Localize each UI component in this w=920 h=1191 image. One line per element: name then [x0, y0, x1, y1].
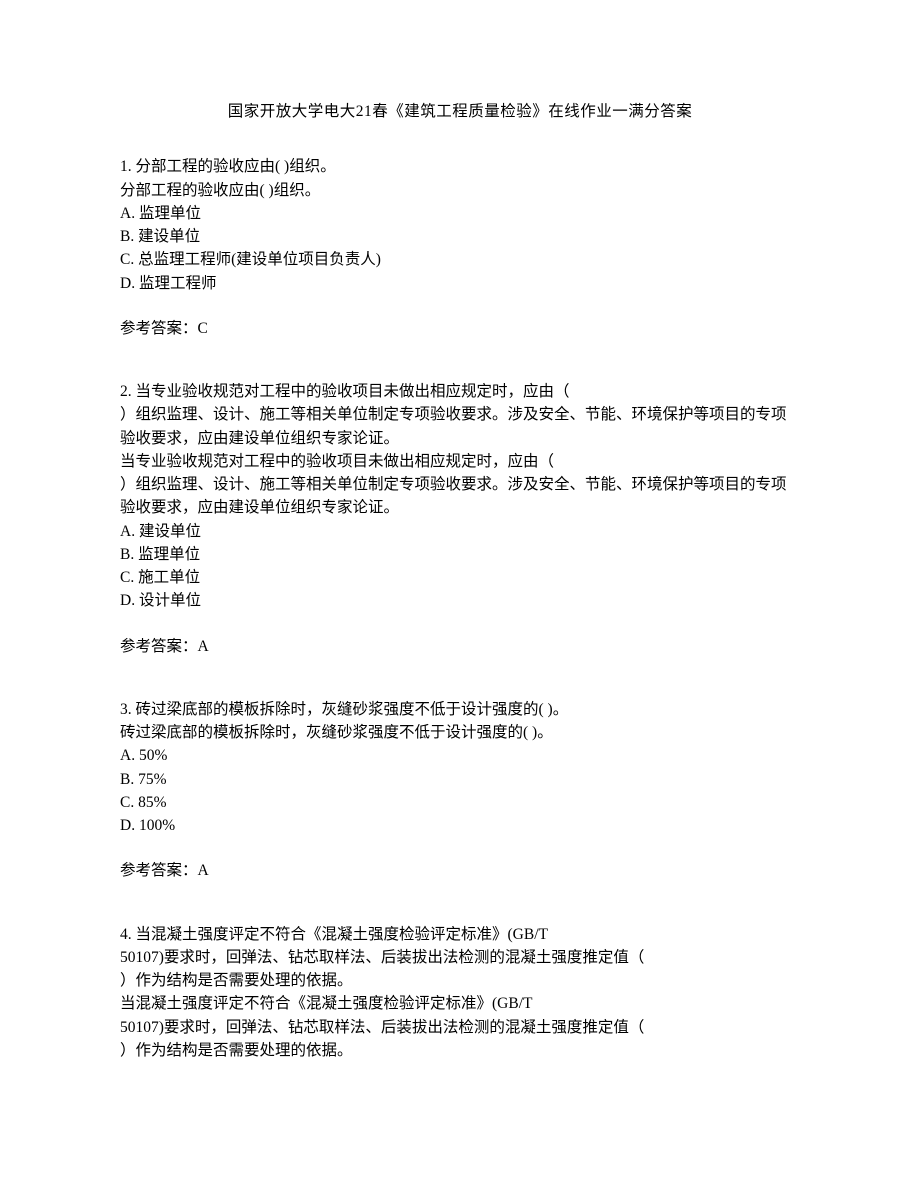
q1-option-c: C. 总监理工程师(建设单位项目负责人)	[120, 248, 800, 271]
q2-option-a: A. 建设单位	[120, 520, 800, 543]
question-3: 3. 砖过梁底部的模板拆除时，灰缝砂浆强度不低于设计强度的( )。 砖过梁底部的…	[120, 698, 800, 883]
q3-option-a: A. 50%	[120, 744, 800, 767]
q2-option-d: D. 设计单位	[120, 589, 800, 612]
q2-option-c: C. 施工单位	[120, 566, 800, 589]
q2-stem-line1: 2. 当专业验收规范对工程中的验收项目未做出相应规定时，应由（	[120, 380, 800, 403]
question-4: 4. 当混凝土强度评定不符合《混凝土强度检验评定标准》(GB/T 50107)要…	[120, 923, 800, 1063]
question-2: 2. 当专业验收规范对工程中的验收项目未做出相应规定时，应由（ ）组织监理、设计…	[120, 380, 800, 658]
q2-answer: 参考答案：A	[120, 635, 800, 658]
page-title: 国家开放大学电大21春《建筑工程质量检验》在线作业一满分答案	[120, 100, 800, 123]
q2-stem-line2: ）组织监理、设计、施工等相关单位制定专项验收要求。涉及安全、节能、环境保护等项目…	[120, 403, 800, 450]
q4-stem-line5: 50107)要求时，回弹法、钻芯取样法、后装拔出法检测的混凝土强度推定值（	[120, 1016, 800, 1039]
q4-stem-line3: ）作为结构是否需要处理的依据。	[120, 969, 800, 992]
q4-stem-line2: 50107)要求时，回弹法、钻芯取样法、后装拔出法检测的混凝土强度推定值（	[120, 946, 800, 969]
q3-option-d: D. 100%	[120, 814, 800, 837]
q2-stem-line4: ）组织监理、设计、施工等相关单位制定专项验收要求。涉及安全、节能、环境保护等项目…	[120, 473, 800, 520]
q3-option-c: C. 85%	[120, 791, 800, 814]
q4-stem-line1: 4. 当混凝土强度评定不符合《混凝土强度检验评定标准》(GB/T	[120, 923, 800, 946]
q1-option-d: D. 监理工程师	[120, 272, 800, 295]
q3-stem-line1: 3. 砖过梁底部的模板拆除时，灰缝砂浆强度不低于设计强度的( )。	[120, 698, 800, 721]
q1-option-b: B. 建设单位	[120, 225, 800, 248]
q2-option-b: B. 监理单位	[120, 543, 800, 566]
q1-answer: 参考答案：C	[120, 317, 800, 340]
question-1: 1. 分部工程的验收应由( )组织。 分部工程的验收应由( )组织。 A. 监理…	[120, 155, 800, 340]
q3-option-b: B. 75%	[120, 768, 800, 791]
q1-stem-line1: 1. 分部工程的验收应由( )组织。	[120, 155, 800, 178]
q4-stem-line4: 当混凝土强度评定不符合《混凝土强度检验评定标准》(GB/T	[120, 992, 800, 1015]
q3-answer: 参考答案：A	[120, 859, 800, 882]
q2-stem-line3: 当专业验收规范对工程中的验收项目未做出相应规定时，应由（	[120, 450, 800, 473]
q1-option-a: A. 监理单位	[120, 202, 800, 225]
q4-stem-line6: ）作为结构是否需要处理的依据。	[120, 1039, 800, 1062]
q1-stem-line2: 分部工程的验收应由( )组织。	[120, 179, 800, 202]
q3-stem-line2: 砖过梁底部的模板拆除时，灰缝砂浆强度不低于设计强度的( )。	[120, 721, 800, 744]
